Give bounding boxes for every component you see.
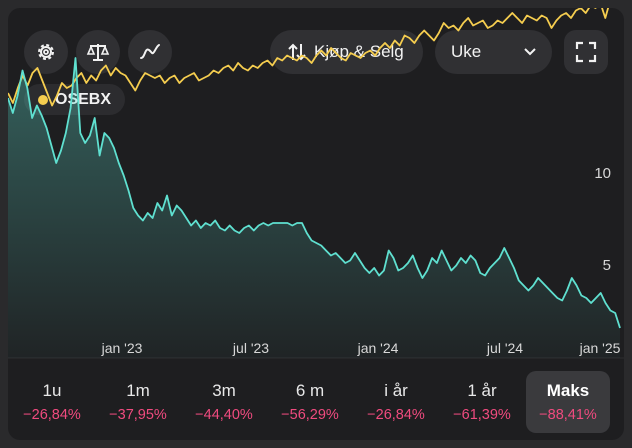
x-tick-label: jul '23 [232, 340, 269, 356]
period-label: 1m [126, 380, 150, 400]
period-change: −44,40% [195, 406, 253, 423]
period-ytd[interactable]: i år −26,84% [354, 371, 438, 433]
period-max[interactable]: Maks −88,41% [526, 370, 610, 433]
x-tick-label: jan '24 [357, 340, 399, 356]
interval-label: Uke [451, 42, 482, 61]
y-tick-label: 10 [594, 165, 611, 182]
y-axis: 5 10 [594, 165, 611, 274]
interval-select[interactable]: Uke [435, 30, 552, 74]
period-1u[interactable]: 1u −26,84% [10, 371, 94, 433]
scale-icon [86, 44, 110, 61]
fullscreen-icon [575, 41, 597, 63]
period-change: −26,84% [23, 406, 81, 423]
fullscreen-button[interactable] [564, 30, 608, 74]
period-change: −88,41% [539, 406, 597, 423]
period-3m[interactable]: 3m −44,40% [182, 371, 266, 433]
holding-series-line [8, 57, 621, 329]
gear-icon [38, 44, 54, 60]
y-tick-label: 5 [603, 257, 611, 274]
x-tick-label: jan '23 [101, 340, 143, 356]
period-change: −56,29% [281, 406, 339, 423]
chart-panel: Kjøp & Selg Uke OSEBX jan '23 jul '23 ja [8, 8, 624, 440]
period-label: 3m [212, 380, 236, 400]
period-label: i år [384, 380, 408, 400]
chevron-down-icon [524, 48, 536, 56]
holding-area-fill [8, 58, 620, 358]
settings-button[interactable] [24, 30, 68, 74]
period-selector: 1u −26,84% 1m −37,95% 3m −44,40% 6 m −56… [8, 363, 624, 440]
period-change: −61,39% [453, 406, 511, 423]
x-axis: jan '23 jul '23 jan '24 jul '24 jan '25 [101, 340, 621, 356]
period-change: −26,84% [367, 406, 425, 423]
period-label: 6 m [295, 380, 325, 400]
price-chart[interactable]: jan '23 jul '23 jan '24 jul '24 jan '25 … [8, 8, 624, 440]
trend-line-icon [140, 44, 160, 59]
buy-sell-button[interactable]: Kjøp & Selg [270, 30, 423, 74]
period-1y[interactable]: 1 år −61,39% [440, 371, 524, 433]
osebx-series-line [8, 8, 610, 107]
period-change: −37,95% [109, 406, 167, 423]
x-tick-label: jan '25 [579, 340, 621, 356]
period-label: 1u [42, 380, 62, 400]
chart-type-button[interactable] [128, 30, 172, 74]
legend-color-dot [38, 94, 48, 105]
period-1m[interactable]: 1m −37,95% [96, 371, 180, 433]
x-tick-label: jul '24 [486, 340, 523, 356]
period-label: 1 år [467, 380, 497, 400]
period-6m[interactable]: 6 m −56,29% [268, 371, 352, 433]
compare-button[interactable] [76, 30, 120, 74]
period-label: Maks [546, 380, 590, 400]
legend-label: OSEBX [55, 90, 112, 108]
